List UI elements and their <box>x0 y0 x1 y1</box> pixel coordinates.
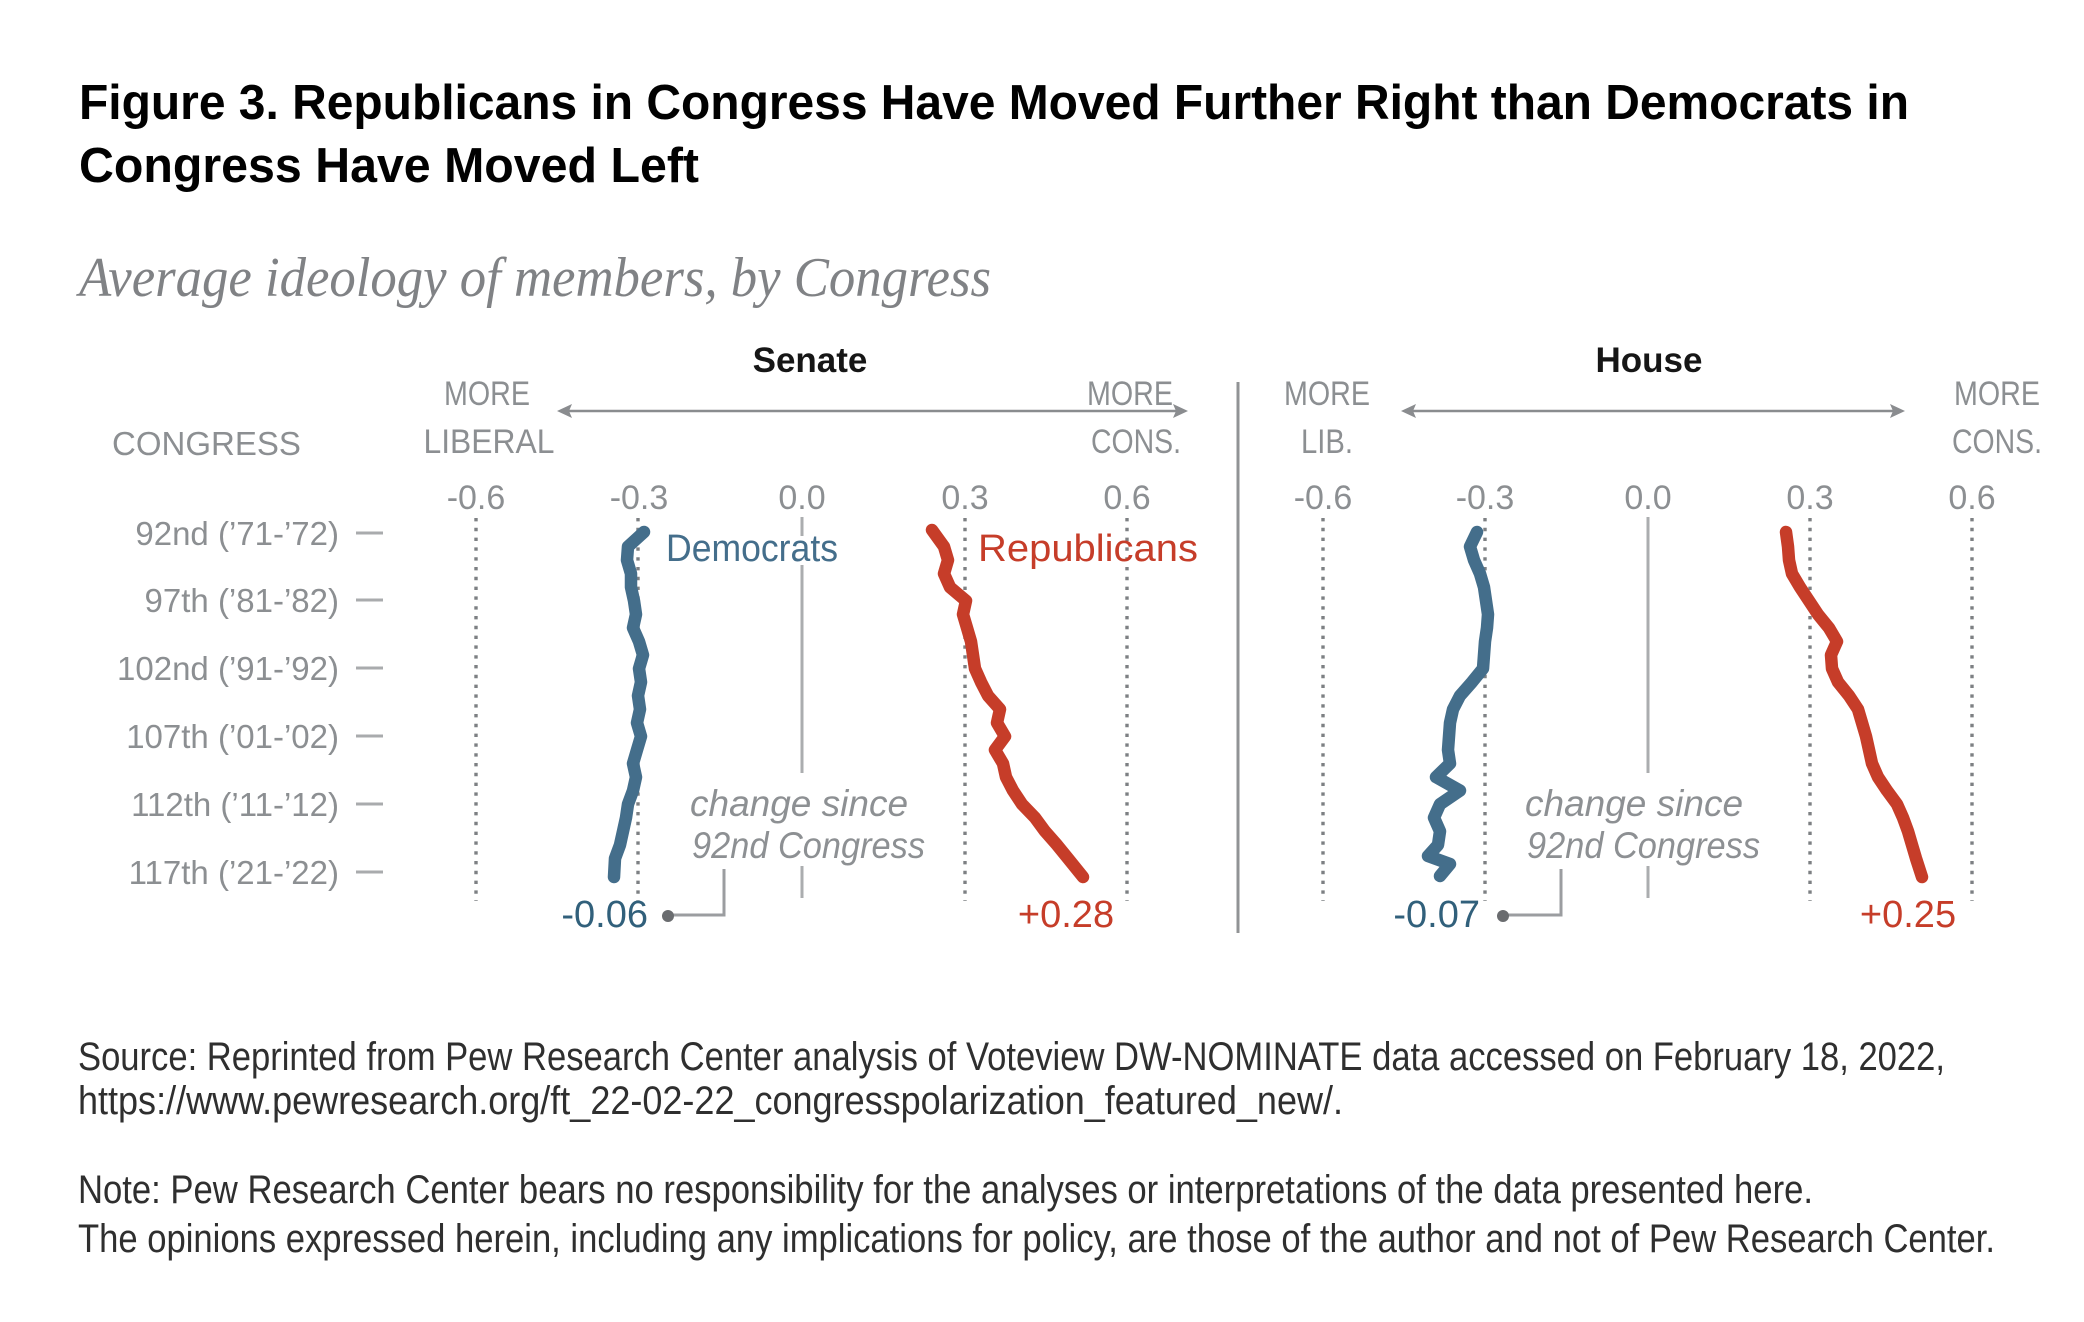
svg-text:Figure 3. Republicans in Congr: Figure 3. Republicans in Congress Have M… <box>79 76 1909 130</box>
svg-text:House: House <box>1596 341 1703 380</box>
svg-text:102nd (’91-’92): 102nd (’91-’92) <box>117 650 339 687</box>
svg-text:Senate: Senate <box>753 341 868 380</box>
svg-text:-0.06: -0.06 <box>561 894 648 936</box>
svg-text:0.6: 0.6 <box>1948 479 1995 517</box>
svg-text:107th (’01-’02): 107th (’01-’02) <box>126 718 339 755</box>
svg-text:92nd Congress: 92nd Congress <box>1527 825 1760 866</box>
svg-text:0.3: 0.3 <box>941 479 988 517</box>
svg-text:-0.6: -0.6 <box>447 479 506 517</box>
svg-text:-0.6: -0.6 <box>1294 479 1353 517</box>
svg-text:CONS.: CONS. <box>1091 423 1181 461</box>
svg-text:CONGRESS: CONGRESS <box>112 425 301 462</box>
svg-text:MORE: MORE <box>1087 375 1173 413</box>
svg-text:97th (’81-’82): 97th (’81-’82) <box>145 582 339 619</box>
svg-text:0.0: 0.0 <box>1624 479 1671 517</box>
svg-text:Republicans: Republicans <box>978 528 1198 570</box>
svg-text:Source: Reprinted from Pew Res: Source: Reprinted from Pew Research Cent… <box>78 1035 1945 1079</box>
svg-text:-0.3: -0.3 <box>610 479 669 517</box>
svg-text:112th (’11-’12): 112th (’11-’12) <box>131 786 339 823</box>
svg-text:+0.25: +0.25 <box>1860 894 1956 936</box>
svg-text:117th (’21-’22): 117th (’21-’22) <box>129 854 339 891</box>
svg-text:MORE: MORE <box>1284 375 1370 413</box>
svg-text:LIBERAL: LIBERAL <box>424 423 555 461</box>
svg-text:change since: change since <box>690 783 908 824</box>
svg-text:MORE: MORE <box>1954 375 2040 413</box>
svg-text:-0.07: -0.07 <box>1393 894 1480 936</box>
svg-text:Note: Pew Research Center bear: Note: Pew Research Center bears no respo… <box>78 1168 1813 1212</box>
svg-text:Democrats: Democrats <box>666 528 838 570</box>
svg-text:0.6: 0.6 <box>1103 479 1150 517</box>
svg-text:92nd (’71-’72): 92nd (’71-’72) <box>135 515 339 552</box>
svg-text:Congress Have Moved Left: Congress Have Moved Left <box>79 139 699 193</box>
svg-text:+0.28: +0.28 <box>1018 894 1114 936</box>
svg-text:CONS.: CONS. <box>1952 423 2042 461</box>
svg-text:92nd Congress: 92nd Congress <box>692 825 925 866</box>
svg-text:MORE: MORE <box>444 375 530 413</box>
svg-text:0.3: 0.3 <box>1786 479 1833 517</box>
svg-text:Average ideology of members, b: Average ideology of members, by Congress <box>75 247 991 309</box>
svg-text:The opinions expressed herein,: The opinions expressed herein, including… <box>78 1217 1995 1261</box>
svg-text:LIB.: LIB. <box>1301 423 1353 461</box>
svg-text:-0.3: -0.3 <box>1456 479 1515 517</box>
svg-text:change since: change since <box>1525 783 1743 824</box>
svg-text:https://www.pewresearch.org/ft: https://www.pewresearch.org/ft_22-02-22_… <box>78 1079 1343 1123</box>
svg-text:0.0: 0.0 <box>778 479 825 517</box>
